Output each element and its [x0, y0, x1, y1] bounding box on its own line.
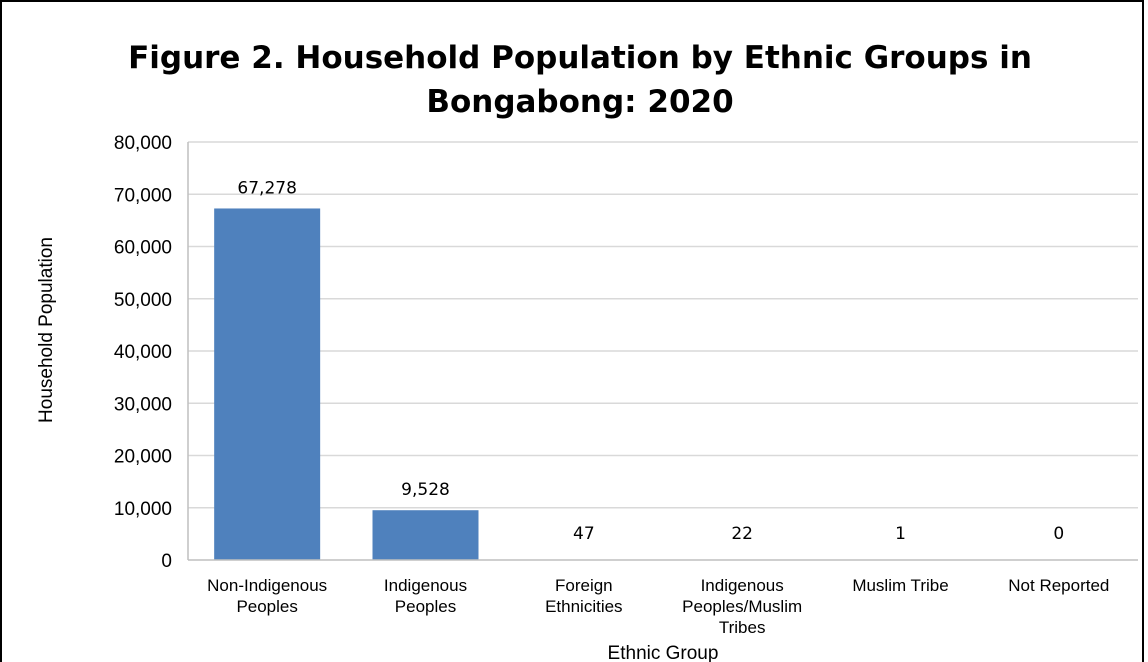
category-label: Peoples	[236, 597, 297, 616]
data-label: 0	[1053, 524, 1064, 544]
y-tick-label: 80,000	[114, 133, 172, 154]
y-tick-label: 70,000	[114, 185, 172, 206]
category-label: Tribes	[719, 618, 766, 637]
category-label: Ethnicities	[545, 597, 622, 616]
category-label: Foreign	[555, 576, 613, 595]
category-label: Indigenous	[701, 576, 784, 595]
category-label: Peoples	[395, 597, 456, 616]
y-tick-label: 0	[161, 551, 172, 572]
chart-title: Figure 2. Household Population by Ethnic…	[128, 40, 1032, 120]
category-label: Not Reported	[1008, 576, 1109, 595]
data-label: 22	[731, 524, 753, 544]
data-label: 9,528	[401, 480, 450, 500]
y-tick-label: 40,000	[114, 342, 172, 363]
x-axis-title: Ethnic Group	[608, 643, 719, 662]
category-label: Muslim Tribe	[852, 576, 948, 595]
data-label: 47	[573, 524, 595, 544]
bar	[372, 510, 479, 560]
y-tick-label: 20,000	[114, 447, 172, 468]
category-label: Non-Indigenous	[207, 576, 327, 595]
y-tick-label: 50,000	[114, 290, 172, 311]
y-tick-label: 10,000	[114, 499, 172, 520]
data-label: 67,278	[237, 178, 296, 198]
y-axis-title: Household Population	[36, 237, 57, 423]
bar	[214, 208, 321, 560]
y-tick-label: 60,000	[114, 238, 172, 259]
category-label: Peoples/Muslim	[682, 597, 802, 616]
data-label: 1	[895, 524, 906, 544]
category-label: Indigenous	[384, 576, 467, 595]
y-tick-label: 30,000	[114, 394, 172, 415]
